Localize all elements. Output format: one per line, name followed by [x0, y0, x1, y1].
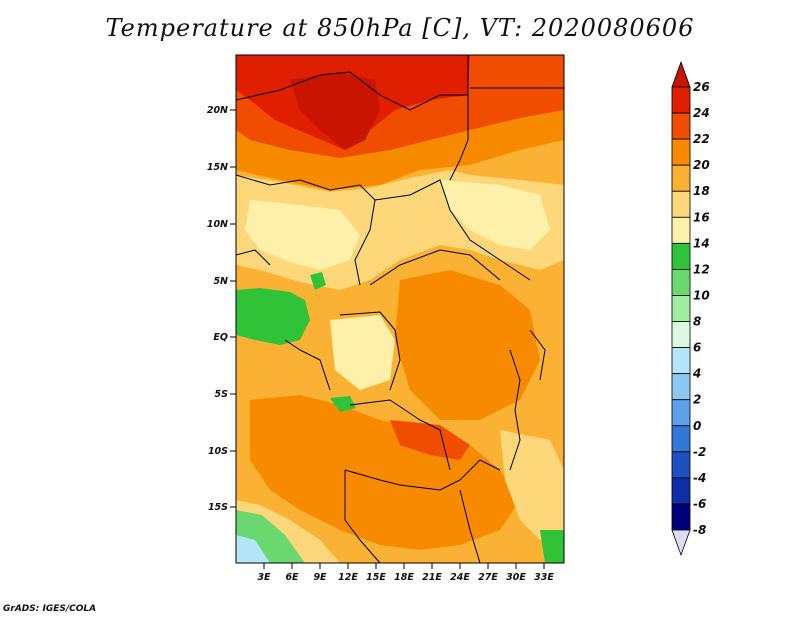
colorbar-label: 8 — [693, 315, 701, 329]
colorbar-box — [671, 216, 691, 244]
colorbar-label: 26 — [693, 80, 710, 94]
lon-label-27e: 27E — [478, 572, 498, 583]
longitude-axis: 3E 6E 9E 12E 15E 18E 21E 24E 27E 30E 33E — [257, 563, 554, 583]
map-title: Temperature at 850hPa [C], VT: 202008060… — [105, 14, 695, 42]
colorbar-label: 2 — [693, 393, 701, 407]
lon-label-6e: 6E — [285, 572, 299, 583]
colorbar-label: 16 — [693, 210, 710, 224]
temperature-field — [236, 55, 564, 563]
colorbar-label: 12 — [693, 262, 710, 276]
colorbar-label: 4 — [692, 367, 701, 381]
colorbar-label: 14 — [693, 236, 710, 250]
colorbar-box — [671, 164, 691, 192]
colorbar-label: -4 — [693, 471, 706, 485]
colorbar-box — [671, 373, 691, 401]
lat-label-10n: 10N — [207, 219, 228, 230]
colorbar-label: 6 — [693, 341, 701, 355]
lon-label-3e: 3E — [257, 572, 271, 583]
colorbar-label: 0 — [693, 419, 701, 433]
colorbar-bottom-triangle — [671, 529, 691, 557]
colorbar-box — [671, 451, 691, 479]
lon-label-15e: 15E — [366, 572, 386, 583]
colorbar-label: 20 — [693, 158, 710, 172]
colorbar-box — [671, 347, 691, 375]
colorbar-box — [671, 425, 691, 453]
lat-label-5s: 5S — [215, 389, 229, 400]
latitude-axis: 20N 15N 10N 5N EQ 5S 10S 15S — [207, 105, 236, 513]
lat-label-5n: 5N — [213, 276, 228, 287]
lon-label-24e: 24E — [450, 572, 470, 583]
colorbar-label: 24 — [693, 106, 710, 120]
map-frame — [235, 54, 565, 564]
colorbar-label: -8 — [693, 523, 706, 537]
lon-label-18e: 18E — [394, 572, 414, 583]
lon-label-21e: 21E — [422, 572, 442, 583]
country-borders — [235, 55, 564, 564]
lon-label-33e: 33E — [534, 572, 554, 583]
colorbar-box — [671, 321, 691, 348]
lat-label-10s: 10S — [208, 446, 228, 457]
lat-label-15s: 15S — [208, 502, 228, 513]
lat-label-eq: EQ — [213, 332, 228, 343]
colorbar-box — [671, 112, 691, 140]
colorbar-label: -2 — [693, 445, 706, 459]
colorbar-label: -6 — [693, 497, 706, 511]
colorbar-box — [671, 269, 691, 296]
colorbar-box — [671, 399, 691, 427]
colorbar-box — [671, 190, 691, 218]
colorbar-label: 18 — [693, 184, 710, 198]
colorbar-box — [671, 503, 691, 531]
lat-label-20n: 20N — [207, 105, 228, 116]
lon-label-12e: 12E — [338, 572, 358, 583]
colorbar-label: 22 — [693, 132, 710, 146]
colorbar-box — [671, 295, 691, 322]
lon-label-9e: 9E — [313, 572, 327, 583]
colorbar-top-triangle — [671, 60, 691, 88]
colorbar-box — [671, 242, 691, 270]
colorbar-box — [671, 477, 691, 505]
grads-credit: GrADS: IGES/COLA — [3, 604, 97, 614]
colorbar-box — [671, 138, 691, 166]
colorbar-box — [671, 86, 691, 114]
lon-label-30e: 30E — [506, 572, 526, 583]
colorbar-label: 10 — [693, 288, 710, 302]
lat-label-15n: 15N — [207, 162, 228, 173]
